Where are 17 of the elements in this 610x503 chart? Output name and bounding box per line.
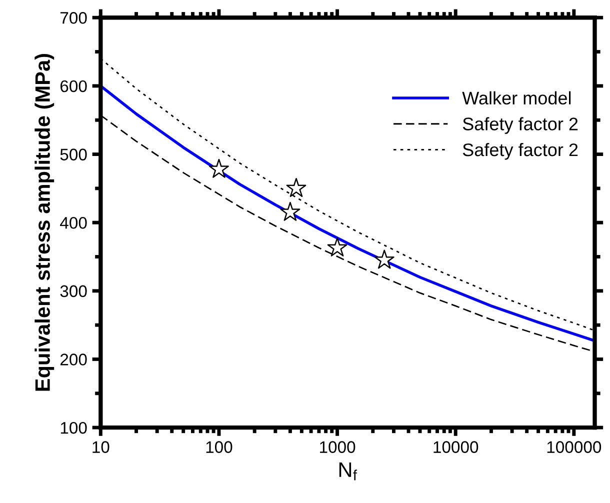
x-tick-label: 100 [206,441,232,453]
y-axis-title: Equivalent stress amplitude (MPa) [34,54,54,391]
legend-label: Walker model [462,91,571,105]
x-tick-label: 1000 [320,441,356,453]
y-tick-label: 200 [60,354,87,366]
x-tick-label: 10000 [434,441,478,453]
y-tick-label: 100 [60,422,87,434]
x-tick-label: 10 [92,441,110,453]
y-tick-label: 500 [60,148,87,160]
legend-label: Safety factor 2 [462,142,578,160]
y-tick-label: 700 [60,12,87,24]
y-tick-label: 600 [60,80,87,92]
x-tick-label: 100000 [547,441,602,453]
y-tick-label: 300 [60,285,87,298]
y-tick-label: 400 [60,216,87,229]
legend-label: Safety factor 2 [462,117,578,134]
x-axis-title: N$_{f}$ [339,462,358,480]
